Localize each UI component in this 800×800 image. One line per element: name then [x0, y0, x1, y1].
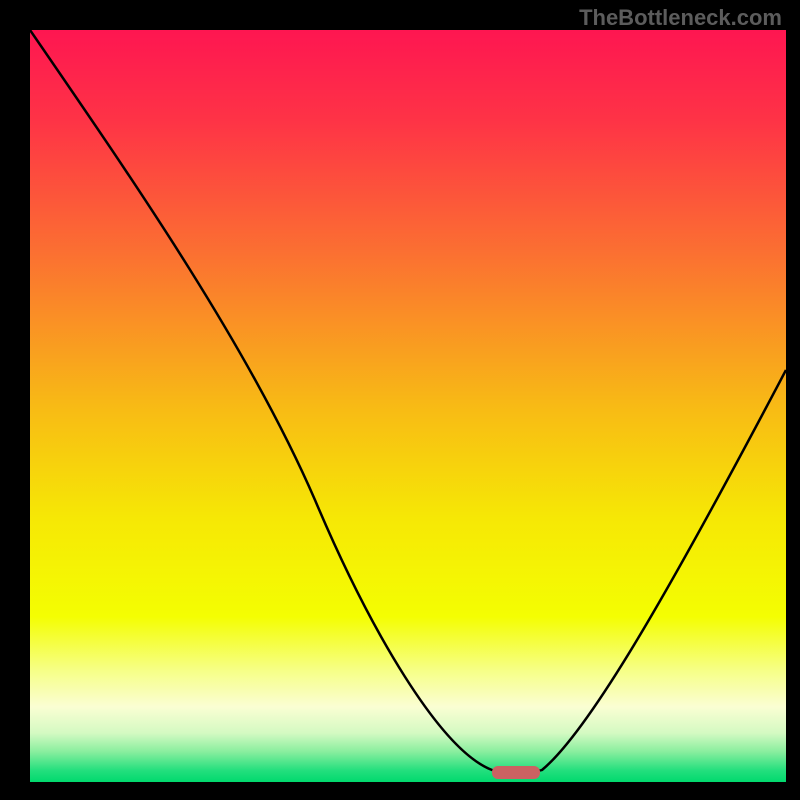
- chart-svg: [30, 30, 786, 782]
- optimum-marker: [492, 766, 540, 779]
- bottleneck-chart: [30, 30, 786, 782]
- chart-background: [30, 30, 786, 782]
- watermark-text: TheBottleneck.com: [579, 5, 782, 31]
